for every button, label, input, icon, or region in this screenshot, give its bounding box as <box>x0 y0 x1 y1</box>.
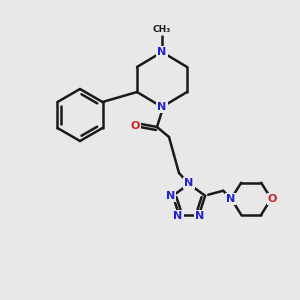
Text: CH₃: CH₃ <box>153 26 171 34</box>
Text: N: N <box>158 47 166 57</box>
Text: O: O <box>130 121 140 131</box>
Text: N: N <box>173 211 183 221</box>
Text: N: N <box>158 102 166 112</box>
Text: N: N <box>226 194 235 204</box>
Text: N: N <box>195 211 205 221</box>
Text: N: N <box>166 191 176 201</box>
Text: N: N <box>184 178 194 188</box>
Text: O: O <box>268 194 277 204</box>
